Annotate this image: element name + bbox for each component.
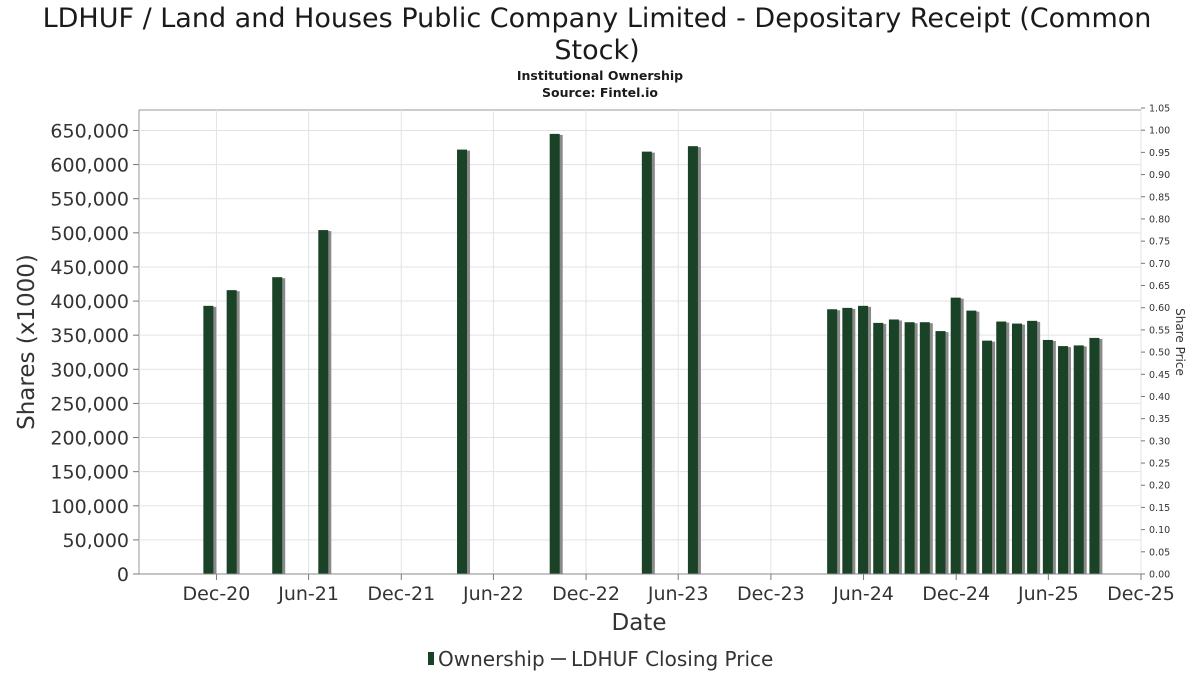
- y2-tick-label: 0.80: [1149, 214, 1170, 225]
- ownership-bar: [641, 151, 652, 574]
- y-tick-label: 150,000: [50, 462, 129, 484]
- legend-price-label: LDHUF Closing Price: [571, 647, 773, 671]
- legend-ownership-swatch: [428, 652, 434, 665]
- ownership-bar: [904, 322, 915, 574]
- ownership-bar: [919, 322, 930, 574]
- y2-tick-label: 0.15: [1149, 503, 1170, 514]
- ownership-bar: [226, 290, 237, 574]
- y-tick-label: 50,000: [63, 530, 129, 552]
- ownership-bar: [1011, 323, 1022, 574]
- ownership-bar: [549, 133, 560, 574]
- ownership-bar: [966, 310, 977, 574]
- y-tick-label: 650,000: [50, 120, 129, 142]
- y2-tick-label: 0.75: [1149, 237, 1170, 248]
- ownership-bar: [858, 305, 869, 574]
- y-tick-label: 500,000: [50, 223, 129, 245]
- y2-axis-label: Share Price: [1173, 308, 1187, 376]
- y2-tick-label: 0.65: [1149, 281, 1170, 292]
- ownership-bar: [996, 321, 1007, 574]
- y2-tick-label: 1.00: [1149, 126, 1170, 137]
- chart-subtitle: Institutional Ownership: [517, 68, 683, 83]
- x-tick-label: Dec-20: [183, 583, 251, 605]
- y2-tick-label: 0.35: [1149, 414, 1170, 425]
- y2-tick-label: 0.95: [1149, 148, 1170, 159]
- ownership-bar: [950, 297, 961, 574]
- ownership-bar: [1058, 346, 1069, 574]
- y-axis-label: Shares (x1000): [14, 254, 40, 430]
- x-tick-label: Dec-22: [552, 583, 620, 605]
- y-axis-right: 0.00 0.05 0.10 0.15 0.20 0.25 0.30 0.35 0.40 0.45…: [1141, 104, 1170, 581]
- y2-tick-label: 0.20: [1149, 481, 1170, 492]
- y-tick-label: 350,000: [50, 325, 129, 347]
- y2-tick-label: 1.05: [1149, 104, 1170, 115]
- x-tick-label: Dec-21: [367, 583, 435, 605]
- x-tick-label: Jun-25: [1017, 583, 1079, 605]
- ownership-bar: [935, 331, 946, 574]
- y-tick-label: 400,000: [50, 291, 129, 313]
- y2-tick-label: 0.10: [1149, 525, 1170, 536]
- x-tick-label: Jun-21: [277, 583, 339, 605]
- legend: Ownership LDHUF Closing Price: [428, 647, 773, 671]
- ownership-bar: [203, 305, 214, 574]
- x-tick-label: Dec-23: [737, 583, 805, 605]
- x-tick-label: Jun-22: [462, 583, 524, 605]
- ownership-bar: [1042, 339, 1053, 574]
- y2-tick-label: 0.40: [1149, 392, 1170, 403]
- x-tick-label: Dec-24: [922, 583, 990, 605]
- y-tick-label: 250,000: [50, 393, 129, 415]
- y-tick-label: 450,000: [50, 257, 129, 279]
- ownership-bar: [842, 307, 853, 574]
- ownership-bar: [318, 230, 329, 574]
- chart-title-line2: Stock): [554, 35, 639, 66]
- y2-tick-label: 0.60: [1149, 303, 1170, 314]
- ownership-bar: [687, 146, 698, 574]
- x-axis: Dec-20 Jun-21 Dec-21 Jun-22 Dec-22 Jun-23 Dec-…: [139, 573, 1175, 605]
- chart-title-line1: LDHUF / Land and Houses Public Company L…: [43, 3, 1152, 34]
- x-tick-label: Dec-25: [1107, 583, 1175, 605]
- y-tick-label: 0: [117, 564, 129, 586]
- y2-tick-label: 0.70: [1149, 259, 1170, 270]
- ownership-bar: [873, 322, 884, 574]
- ownership-bars: [203, 133, 1103, 574]
- ownership-bar: [1027, 320, 1038, 574]
- ownership-bar: [1089, 337, 1100, 574]
- y2-tick-label: 0.00: [1149, 570, 1170, 581]
- y2-tick-label: 0.55: [1149, 325, 1170, 336]
- y2-tick-label: 0.25: [1149, 459, 1170, 470]
- y-tick-label: 200,000: [50, 428, 129, 450]
- y2-tick-label: 0.05: [1149, 547, 1170, 558]
- ownership-bar: [457, 149, 468, 574]
- ownership-bar: [272, 277, 283, 574]
- ownership-bar: [888, 319, 899, 574]
- legend-ownership-label: Ownership: [438, 647, 545, 671]
- x-axis-label: Date: [612, 610, 667, 636]
- x-tick-label: Jun-24: [832, 583, 894, 605]
- x-tick-label: Jun-23: [647, 583, 709, 605]
- y-tick-label: 550,000: [50, 189, 129, 211]
- y2-tick-label: 0.50: [1149, 348, 1170, 359]
- ownership-bar: [1073, 345, 1084, 574]
- y-tick-label: 600,000: [50, 155, 129, 177]
- y2-tick-label: 0.85: [1149, 192, 1170, 203]
- y-axis-left: 0 50,000 100,000 150,000 200,000 250,000 300,0…: [50, 120, 139, 586]
- ownership-bar: [982, 340, 993, 574]
- y2-tick-label: 0.90: [1149, 170, 1170, 181]
- chart-source: Source: Fintel.io: [542, 85, 658, 100]
- y-tick-label: 300,000: [50, 359, 129, 381]
- y-tick-label: 100,000: [50, 496, 129, 518]
- y2-tick-label: 0.45: [1149, 370, 1170, 381]
- ownership-bar: [827, 309, 838, 574]
- y2-tick-label: 0.30: [1149, 436, 1170, 447]
